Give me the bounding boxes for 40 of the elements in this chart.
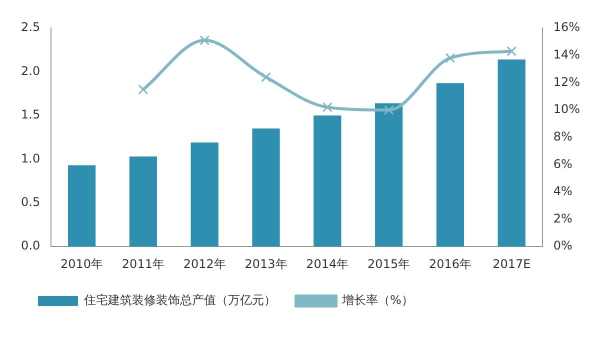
legend-label: 住宅建筑装修装饰总产值（万亿元） <box>83 293 276 308</box>
bar <box>68 165 96 247</box>
x-tick-label: 2012年 <box>183 256 226 271</box>
bar <box>190 142 218 247</box>
x-tick-label: 2011年 <box>122 256 164 271</box>
y2-tick-label: 0% <box>553 238 572 253</box>
point <box>506 46 517 56</box>
x-tick-label: 2015年 <box>368 256 410 271</box>
point <box>322 102 332 112</box>
y-tick-label: 1.0 <box>20 151 40 166</box>
point <box>384 104 394 115</box>
y-tick-label: 1.5 <box>20 108 40 122</box>
point <box>200 35 210 46</box>
bar <box>314 115 342 247</box>
x-tick-label: 2016年 <box>428 256 472 271</box>
x-tick-label: 2013年 <box>244 256 288 271</box>
x-tick-label: 2010年 <box>60 256 104 271</box>
y2-tick-label: 4% <box>553 184 572 198</box>
y2-tick-label: 6% <box>553 156 572 171</box>
y-tick-label: 2.0 <box>20 64 40 78</box>
y2-tick-label: 8% <box>553 129 572 144</box>
point <box>138 84 148 94</box>
y2-tick-label: 10% <box>553 102 580 116</box>
bar <box>129 156 158 247</box>
y-tick-label: 0.5 <box>20 195 40 210</box>
y-tick-label: 0.0 <box>20 238 40 253</box>
point <box>445 53 456 64</box>
y2-tick-label: 16% <box>553 20 580 34</box>
bar <box>375 103 403 247</box>
point <box>261 72 271 82</box>
x-tick-label: 2017E <box>492 256 531 271</box>
y2-tick-label: 2% <box>553 211 572 226</box>
y2-tick-label: 12% <box>553 74 580 89</box>
x-tick-label: 2014年 <box>306 256 349 271</box>
y-tick-label: 2.5 <box>20 20 40 34</box>
legend-label: 增长率（%） <box>341 293 414 308</box>
bar <box>498 59 526 247</box>
bar <box>252 128 280 247</box>
y2-tick-label: 14% <box>553 47 580 62</box>
bar <box>436 83 464 247</box>
